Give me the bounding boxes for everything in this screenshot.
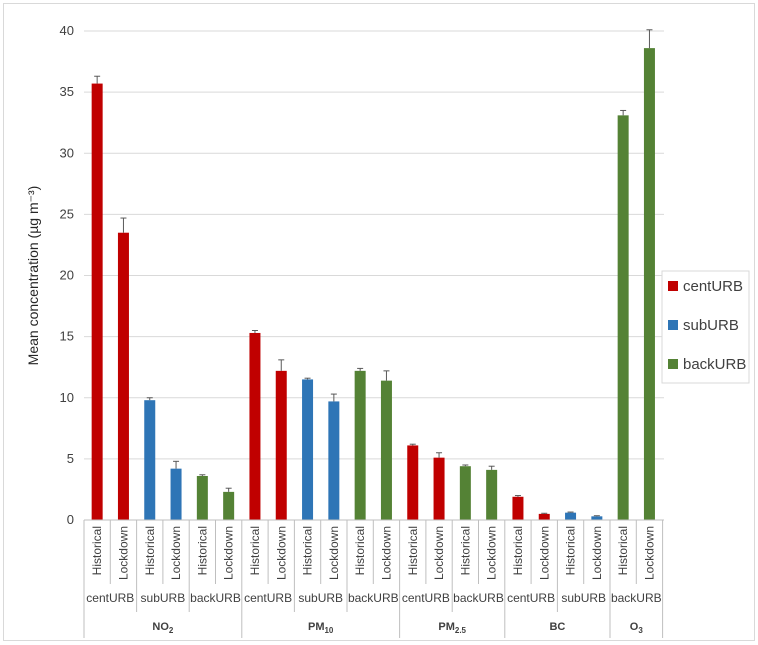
x-tick-label: Historical bbox=[248, 526, 262, 575]
bar bbox=[486, 469, 498, 520]
site-group-label: subURB bbox=[298, 591, 343, 605]
bar bbox=[643, 48, 655, 521]
x-tick-label: Lockdown bbox=[485, 526, 499, 580]
bar bbox=[380, 380, 392, 520]
bar bbox=[512, 496, 524, 520]
pollutant-label: NO2 bbox=[152, 621, 174, 635]
bar bbox=[249, 332, 261, 520]
legend-label: subURB bbox=[683, 317, 739, 334]
x-tick-label: Historical bbox=[511, 526, 525, 575]
bar bbox=[196, 475, 208, 520]
x-tick-label: Historical bbox=[458, 526, 472, 575]
site-group-label: centURB bbox=[507, 591, 555, 605]
site-group-label: centURB bbox=[402, 591, 450, 605]
bar bbox=[117, 232, 129, 520]
y-axis-ticks: 0 5 10 15 20 25 30 35 40 bbox=[60, 23, 74, 527]
y-tick-label: 20 bbox=[60, 268, 74, 283]
x-axis: Historical Lockdown centURB Historical Lockd… bbox=[83, 519, 664, 638]
legend-label: backURB bbox=[683, 356, 746, 373]
bar bbox=[617, 115, 629, 520]
pollutant-label: PM10 bbox=[308, 621, 334, 635]
x-tick-label: Lockdown bbox=[379, 526, 393, 580]
y-tick-label: 0 bbox=[67, 512, 74, 527]
x-tick-label: Lockdown bbox=[327, 526, 341, 580]
site-group-label: centURB bbox=[244, 591, 292, 605]
bar bbox=[302, 379, 314, 520]
y-axis-label: Mean concentration (µg m⁻³) bbox=[25, 186, 41, 366]
bar bbox=[433, 457, 445, 520]
bar bbox=[407, 445, 419, 520]
bar bbox=[591, 516, 603, 520]
x-tick-label: Historical bbox=[195, 526, 209, 575]
y-tick-label: 10 bbox=[60, 390, 74, 405]
site-group-label: backURB bbox=[190, 591, 241, 605]
x-tick-label: Historical bbox=[564, 526, 578, 575]
x-tick-label: Lockdown bbox=[590, 526, 604, 580]
bar bbox=[275, 370, 287, 520]
y-tick-label: 30 bbox=[60, 145, 74, 160]
y-tick-label: 25 bbox=[60, 206, 74, 221]
legend-label: centURB bbox=[683, 278, 743, 295]
bar-chart: 0 5 10 15 20 25 30 35 40 Historical Lockdown centU… bbox=[25, 23, 750, 638]
pollutant-label: PM2.5 bbox=[438, 621, 466, 635]
bar bbox=[459, 466, 471, 520]
bars bbox=[91, 29, 655, 521]
bar bbox=[144, 400, 156, 520]
legend-swatch bbox=[668, 320, 678, 330]
bar bbox=[170, 468, 182, 520]
y-tick-label: 15 bbox=[60, 329, 74, 344]
bar bbox=[223, 491, 235, 520]
bar bbox=[354, 370, 366, 520]
gridlines bbox=[84, 30, 664, 521]
chart-frame: 0 5 10 15 20 25 30 35 40 Historical Lockdown centU… bbox=[3, 3, 755, 641]
y-tick-label: 40 bbox=[60, 23, 74, 38]
y-tick-label: 35 bbox=[60, 84, 74, 99]
bar bbox=[565, 512, 577, 520]
x-tick-label: Historical bbox=[143, 526, 157, 575]
legend-swatch bbox=[668, 359, 678, 369]
legend: centURB subURB backURB bbox=[661, 270, 750, 384]
bar bbox=[328, 401, 340, 520]
y-tick-label: 5 bbox=[67, 451, 74, 466]
x-tick-label: Lockdown bbox=[642, 526, 656, 580]
site-group-label: backURB bbox=[611, 591, 662, 605]
x-tick-label: Historical bbox=[301, 526, 315, 575]
bar bbox=[538, 513, 550, 520]
site-group-label: subURB bbox=[141, 591, 186, 605]
x-tick-label: Lockdown bbox=[432, 526, 446, 580]
pollutant-label: BC bbox=[549, 621, 565, 633]
x-tick-label: Historical bbox=[90, 526, 104, 575]
site-group-label: backURB bbox=[453, 591, 504, 605]
site-group-label: subURB bbox=[561, 591, 606, 605]
x-tick-label: Lockdown bbox=[222, 526, 236, 580]
x-tick-label: Historical bbox=[616, 526, 630, 575]
site-group-label: centURB bbox=[86, 591, 134, 605]
pollutant-label: O3 bbox=[630, 621, 644, 635]
x-tick-label: Lockdown bbox=[169, 526, 183, 580]
x-tick-label: Lockdown bbox=[116, 526, 130, 580]
x-tick-label: Historical bbox=[406, 526, 420, 575]
x-tick-label: Lockdown bbox=[274, 526, 288, 580]
x-tick-label: Historical bbox=[353, 526, 367, 575]
bar bbox=[91, 83, 103, 520]
site-group-label: backURB bbox=[348, 591, 399, 605]
x-tick-label: Lockdown bbox=[537, 526, 551, 580]
legend-swatch bbox=[668, 281, 678, 291]
